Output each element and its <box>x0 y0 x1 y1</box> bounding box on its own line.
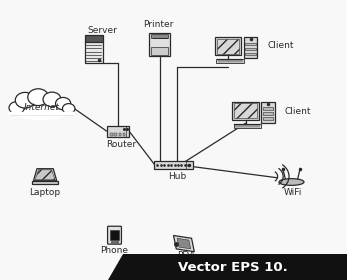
FancyBboxPatch shape <box>263 117 273 120</box>
FancyBboxPatch shape <box>232 102 259 120</box>
FancyBboxPatch shape <box>244 37 257 58</box>
FancyBboxPatch shape <box>149 33 170 56</box>
FancyBboxPatch shape <box>234 124 261 128</box>
FancyBboxPatch shape <box>114 133 117 136</box>
FancyBboxPatch shape <box>261 102 275 123</box>
Text: Client: Client <box>285 108 311 116</box>
Text: Client: Client <box>267 41 294 50</box>
Polygon shape <box>108 254 123 280</box>
FancyBboxPatch shape <box>151 46 168 55</box>
FancyBboxPatch shape <box>118 133 121 136</box>
FancyBboxPatch shape <box>245 53 256 55</box>
FancyBboxPatch shape <box>245 43 256 45</box>
Ellipse shape <box>279 179 304 185</box>
Circle shape <box>28 89 49 106</box>
Polygon shape <box>177 238 191 249</box>
FancyBboxPatch shape <box>215 37 241 55</box>
FancyBboxPatch shape <box>245 48 256 50</box>
FancyBboxPatch shape <box>110 230 119 240</box>
Polygon shape <box>33 169 57 181</box>
FancyBboxPatch shape <box>110 133 113 136</box>
Circle shape <box>43 92 61 107</box>
FancyBboxPatch shape <box>107 126 129 137</box>
Polygon shape <box>174 235 194 252</box>
Text: Vector EPS 10.: Vector EPS 10. <box>178 261 287 274</box>
FancyBboxPatch shape <box>263 112 273 115</box>
Text: WiFi: WiFi <box>284 188 302 197</box>
FancyBboxPatch shape <box>216 59 244 63</box>
Text: PDA: PDA <box>178 251 196 260</box>
Text: Phone: Phone <box>101 246 128 255</box>
Text: Internet: Internet <box>24 103 60 112</box>
Text: Hub: Hub <box>168 172 186 181</box>
Circle shape <box>9 102 24 114</box>
Text: Server: Server <box>87 26 117 35</box>
FancyBboxPatch shape <box>151 34 168 38</box>
FancyBboxPatch shape <box>108 226 121 244</box>
Circle shape <box>15 92 35 108</box>
FancyBboxPatch shape <box>123 133 126 136</box>
Circle shape <box>62 104 75 114</box>
Ellipse shape <box>9 92 75 120</box>
Circle shape <box>56 97 71 110</box>
Text: Laptop: Laptop <box>29 188 61 197</box>
FancyBboxPatch shape <box>85 41 103 63</box>
Text: Router: Router <box>107 140 136 149</box>
FancyBboxPatch shape <box>32 181 58 184</box>
FancyBboxPatch shape <box>85 35 103 42</box>
Text: Printer: Printer <box>143 20 173 29</box>
FancyBboxPatch shape <box>263 107 273 110</box>
FancyBboxPatch shape <box>154 161 193 169</box>
FancyBboxPatch shape <box>123 254 347 280</box>
